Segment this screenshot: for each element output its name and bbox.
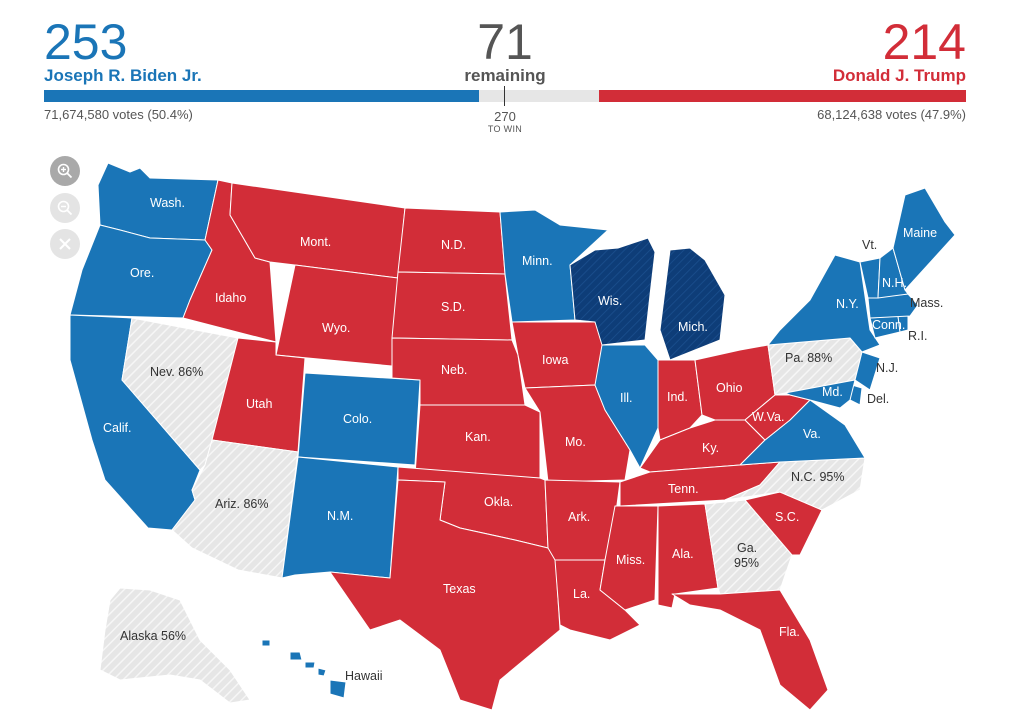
label-wis: Wis. <box>598 294 622 308</box>
label-neb: Neb. <box>441 363 467 377</box>
label-hawaii: Hawaii <box>345 669 383 683</box>
state-kan[interactable] <box>414 404 541 479</box>
state-fla[interactable] <box>671 589 829 711</box>
label-iowa: Iowa <box>542 353 568 367</box>
state-wis[interactable] <box>569 237 656 346</box>
label-ny: N.Y. <box>836 297 859 311</box>
label-wash: Wash. <box>150 196 185 210</box>
reset-button[interactable] <box>50 229 80 259</box>
label-texas: Texas <box>443 582 476 596</box>
trump-electoral-count: 214 <box>882 14 966 70</box>
label-ill: Ill. <box>620 391 633 405</box>
state-maine[interactable] <box>892 187 956 291</box>
label-mass: Mass. <box>910 296 943 310</box>
label-maine: Maine <box>903 226 937 240</box>
label-miss: Miss. <box>616 553 645 567</box>
label-tenn: Tenn. <box>668 482 699 496</box>
label-la: La. <box>573 587 590 601</box>
label-ri: R.I. <box>908 329 927 343</box>
trump-name: Donald J. Trump <box>832 66 966 85</box>
label-mich: Mich. <box>678 320 708 334</box>
label-ariz: Ariz. 86% <box>215 497 269 511</box>
state-colo[interactable] <box>297 372 421 466</box>
label-md: Md. <box>822 385 843 399</box>
label-minn: Minn. <box>522 254 553 268</box>
label-nm: N.M. <box>327 509 353 523</box>
remaining-label: remaining <box>464 66 546 85</box>
label-idaho: Idaho <box>215 291 246 305</box>
label-ky: Ky. <box>702 441 719 455</box>
label-okla: Okla. <box>484 495 513 509</box>
label-wyo: Wyo. <box>322 321 350 335</box>
remaining-count: 71 <box>477 14 533 70</box>
label-ark: Ark. <box>568 510 590 524</box>
biden-bar <box>44 90 479 102</box>
state-nh[interactable] <box>877 247 909 299</box>
close-icon <box>59 238 71 250</box>
label-conn: Conn. <box>872 318 905 332</box>
state-nj[interactable] <box>854 351 881 391</box>
label-nh: N.H. <box>882 276 907 290</box>
label-ala: Ala. <box>672 547 694 561</box>
label-nc: N.C. 95% <box>791 470 845 484</box>
zoom-in-button[interactable] <box>50 156 80 186</box>
label-kan: Kan. <box>465 430 491 444</box>
label-fla: Fla. <box>779 625 800 639</box>
label-nj: N.J. <box>876 361 898 375</box>
label-vt: Vt. <box>862 238 877 252</box>
remaining-bar <box>479 90 599 102</box>
trump-bar <box>599 90 966 102</box>
label-mo: Mo. <box>565 435 586 449</box>
zoom-in-icon <box>57 163 73 179</box>
label-nd: N.D. <box>441 238 466 252</box>
threshold-marker <box>504 86 505 106</box>
biden-popular-vote: 71,674,580 votes (50.4%) <box>44 107 193 122</box>
label-alaska: Alaska 56% <box>120 629 186 643</box>
state-mich[interactable] <box>659 247 726 361</box>
label-ohio: Ohio <box>716 381 742 395</box>
label-colo: Colo. <box>343 412 372 426</box>
label-mont: Mont. <box>300 235 331 249</box>
label-ga-pct: 95% <box>734 556 759 570</box>
label-nev: Nev. 86% <box>150 365 203 379</box>
state-hawaii[interactable] <box>261 639 347 699</box>
threshold-label: TO WIN <box>487 124 523 134</box>
label-sd: S.D. <box>441 300 465 314</box>
state-alaska[interactable] <box>99 587 251 704</box>
label-calif: Calif. <box>103 421 131 435</box>
label-sc: S.C. <box>775 510 799 524</box>
label-pa: Pa. 88% <box>785 351 832 365</box>
biden-name: Joseph R. Biden Jr. <box>44 66 202 85</box>
trump-popular-vote: 68,124,638 votes (47.9%) <box>817 107 966 122</box>
state-md[interactable] <box>784 379 856 409</box>
zoom-out-icon <box>57 200 73 216</box>
state-nc[interactable] <box>724 457 866 511</box>
zoom-out-button[interactable] <box>50 193 80 223</box>
label-utah: Utah <box>246 397 272 411</box>
label-wva: W.Va. <box>752 410 784 424</box>
label-ind: Ind. <box>667 390 688 404</box>
state-wyo[interactable] <box>275 264 399 367</box>
label-ga: Ga. <box>737 541 757 555</box>
state-texas[interactable] <box>329 479 561 711</box>
label-va: Va. <box>803 427 821 441</box>
threshold-value: 270 <box>494 109 516 124</box>
biden-electoral-count: 253 <box>44 14 128 70</box>
label-ore: Ore. <box>130 266 154 280</box>
label-del: Del. <box>867 392 889 406</box>
